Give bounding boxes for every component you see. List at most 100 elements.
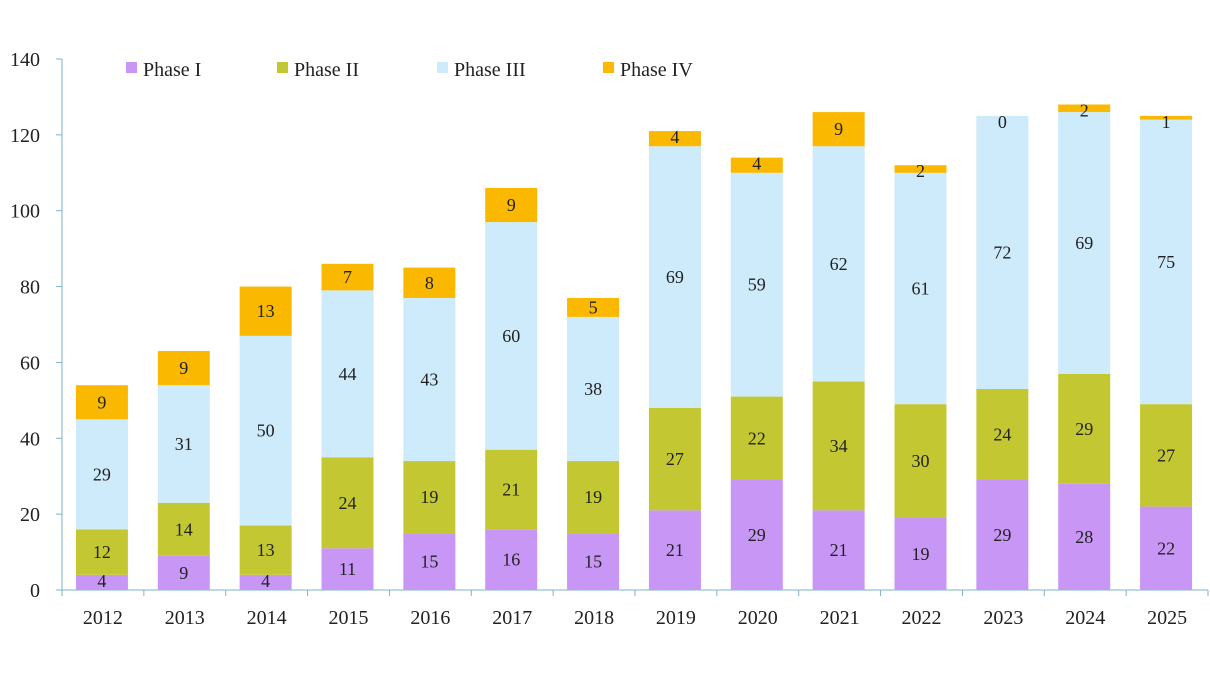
data-label: 19 bbox=[584, 487, 602, 507]
bar-segment-phase-iv bbox=[894, 165, 947, 173]
y-tick-label: 120 bbox=[10, 125, 40, 147]
bar-segment-phase-ii bbox=[1058, 373, 1111, 484]
bar-segment-phase-ii bbox=[75, 529, 128, 575]
bar-segment-phase-ii bbox=[894, 404, 947, 518]
bar-segment-phase-i bbox=[894, 517, 947, 590]
data-label: 43 bbox=[420, 369, 438, 389]
data-label: 29 bbox=[993, 525, 1011, 545]
bar-segment-phase-iv bbox=[1140, 115, 1193, 120]
bar-segment-phase-iii bbox=[75, 419, 128, 530]
x-tick-label: 2023 bbox=[983, 607, 1023, 629]
data-label: 9 bbox=[97, 392, 106, 412]
bar-segment-phase-iii bbox=[157, 385, 210, 503]
bar-segment-phase-ii bbox=[812, 381, 865, 511]
data-label: 30 bbox=[912, 451, 930, 471]
bar-segment-phase-iii bbox=[730, 172, 783, 397]
data-labels: 4122999143194135013112444715194381621609… bbox=[93, 101, 1175, 591]
y-tick-label: 60 bbox=[20, 352, 40, 374]
bar-segment-phase-iv bbox=[403, 267, 456, 298]
legend-swatch bbox=[437, 62, 448, 73]
bar-segment-phase-i bbox=[1140, 506, 1193, 590]
bar-segment-phase-iv bbox=[75, 385, 128, 420]
x-tick-label: 2014 bbox=[247, 607, 287, 629]
bar-segment-phase-iv bbox=[485, 187, 538, 223]
data-label: 4 bbox=[752, 154, 761, 174]
x-tick-label: 2020 bbox=[738, 607, 778, 629]
bar-segment-phase-i bbox=[75, 574, 128, 590]
data-label: 29 bbox=[748, 525, 766, 545]
bar-segment-phase-ii bbox=[730, 396, 783, 481]
bar-segment-phase-i bbox=[648, 510, 701, 590]
bar-segment-phase-ii bbox=[321, 457, 374, 549]
data-label: 13 bbox=[257, 540, 275, 560]
legend-label: Phase III bbox=[454, 59, 526, 81]
data-label: 15 bbox=[584, 552, 602, 572]
x-tick-label: 2024 bbox=[1065, 607, 1105, 629]
data-label: 34 bbox=[830, 436, 848, 456]
legend-swatch bbox=[277, 62, 288, 73]
bars bbox=[75, 104, 1193, 590]
x-tick-label: 2016 bbox=[410, 607, 450, 629]
data-label: 9 bbox=[179, 563, 188, 583]
bar-segment-phase-iii bbox=[1058, 112, 1111, 374]
data-label: 11 bbox=[339, 559, 356, 579]
bar-segment-phase-iii bbox=[567, 316, 620, 462]
data-label: 9 bbox=[834, 119, 843, 139]
y-tick-label: 80 bbox=[20, 277, 40, 299]
data-label: 1 bbox=[1162, 112, 1171, 132]
bar-segment-phase-i bbox=[1058, 483, 1111, 590]
data-label: 60 bbox=[502, 326, 520, 346]
bar-segment-phase-iii bbox=[812, 146, 865, 382]
legend-label: Phase IV bbox=[620, 59, 693, 81]
legend: Phase I Phase II Phase III Phase IV bbox=[126, 59, 693, 81]
data-label: 22 bbox=[748, 428, 766, 448]
bar-segment-phase-i bbox=[730, 480, 783, 590]
data-label: 4 bbox=[261, 571, 270, 591]
bar-segment-phase-ii bbox=[1140, 404, 1193, 507]
bar-segment-phase-iii bbox=[648, 146, 701, 408]
data-label: 19 bbox=[420, 487, 438, 507]
x-tick-label: 2017 bbox=[492, 607, 532, 629]
data-label: 38 bbox=[584, 379, 602, 399]
data-label: 50 bbox=[257, 421, 275, 441]
data-label: 59 bbox=[748, 275, 766, 295]
y-tick-label: 40 bbox=[20, 428, 40, 450]
data-label: 15 bbox=[420, 552, 438, 572]
bar-segment-phase-ii bbox=[567, 461, 620, 534]
data-label: 24 bbox=[339, 493, 357, 513]
bar-segment-phase-i bbox=[567, 533, 620, 590]
bar-segment-phase-i bbox=[239, 574, 292, 590]
bar-segment-phase-iv bbox=[567, 297, 620, 317]
bar-segment-phase-iv bbox=[648, 131, 701, 147]
y-tick-label: 140 bbox=[10, 49, 40, 71]
bar-segment-phase-iii bbox=[894, 172, 947, 405]
data-label: 29 bbox=[1075, 419, 1093, 439]
x-tick-label: 2019 bbox=[656, 607, 696, 629]
data-label: 16 bbox=[502, 550, 520, 570]
bar-segment-phase-iv bbox=[239, 286, 292, 336]
bar-segment-phase-iii bbox=[403, 297, 456, 462]
data-label: 62 bbox=[830, 254, 848, 274]
bar-segment-phase-iii bbox=[485, 222, 538, 450]
x-tick-label: 2018 bbox=[574, 607, 614, 629]
data-label: 21 bbox=[666, 540, 684, 560]
data-label: 21 bbox=[502, 479, 520, 499]
data-label: 14 bbox=[175, 519, 193, 539]
data-label: 21 bbox=[830, 540, 848, 560]
legend-swatch bbox=[603, 62, 614, 73]
bar-segment-phase-i bbox=[321, 548, 374, 590]
data-label: 24 bbox=[993, 424, 1011, 444]
legend-label: Phase II bbox=[294, 59, 359, 81]
data-label: 69 bbox=[1075, 233, 1093, 253]
x-tick-label: 2022 bbox=[902, 607, 942, 629]
bar-segment-phase-i bbox=[976, 480, 1029, 590]
data-label: 9 bbox=[507, 195, 516, 215]
data-label: 5 bbox=[589, 297, 598, 317]
x-tick-label: 2021 bbox=[820, 607, 860, 629]
y-tick-label: 0 bbox=[30, 580, 40, 602]
data-label: 75 bbox=[1157, 252, 1175, 272]
data-label: 28 bbox=[1075, 527, 1093, 547]
data-label: 44 bbox=[339, 364, 357, 384]
data-label: 8 bbox=[425, 273, 434, 293]
